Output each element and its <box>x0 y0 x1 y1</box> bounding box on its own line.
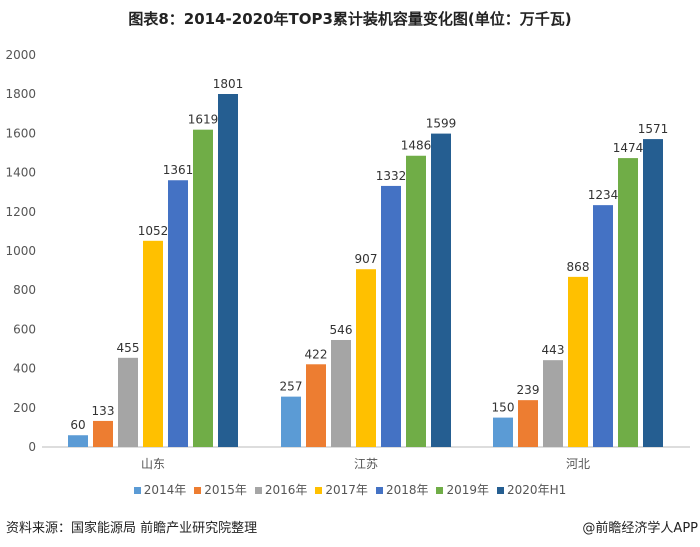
data-label: 239 <box>517 383 540 397</box>
data-label: 1361 <box>163 163 194 177</box>
brand-credit: @前瞻经济学人APP <box>582 521 698 536</box>
data-label: 868 <box>567 260 590 274</box>
y-tick-label: 1200 <box>5 205 36 219</box>
data-label: 1332 <box>376 169 407 183</box>
legend-swatch <box>133 487 141 494</box>
bar <box>168 180 188 447</box>
bar <box>568 276 588 447</box>
bar <box>193 129 213 447</box>
legend-swatch <box>375 487 383 494</box>
data-label: 1571 <box>638 122 669 136</box>
y-tick-label: 0 <box>28 440 36 454</box>
bar <box>493 417 513 447</box>
x-tick-label: 河北 <box>566 457 590 471</box>
y-tick-label: 600 <box>13 322 36 336</box>
bar <box>118 357 138 447</box>
data-label: 257 <box>280 380 303 394</box>
legend: 2014年 2015年 2016年 2017年 2018年 2019年 2020年H1 <box>0 481 700 498</box>
legend-item: 2015年 <box>194 481 247 498</box>
data-label: 150 <box>492 401 515 415</box>
x-tick-label: 江苏 <box>354 457 378 471</box>
data-label: 1619 <box>188 113 219 127</box>
legend-label: 2017年 <box>325 483 368 497</box>
bar <box>68 435 88 447</box>
y-tick-label: 400 <box>13 362 36 376</box>
bar <box>643 139 663 448</box>
data-label: 1052 <box>138 224 169 238</box>
legend-label: 2019年 <box>446 483 490 497</box>
y-tick-label: 200 <box>13 401 36 415</box>
legend-label: 2020年H1 <box>507 483 567 497</box>
legend-label: 2014年 <box>143 483 187 497</box>
bar <box>356 269 376 447</box>
bar <box>281 396 301 447</box>
data-label: 422 <box>305 347 328 361</box>
legend-label: 2018年 <box>385 483 429 497</box>
data-label: 907 <box>355 252 378 266</box>
bar <box>381 185 401 448</box>
bar <box>406 155 426 447</box>
bar <box>218 94 238 447</box>
data-label: 1801 <box>213 77 244 91</box>
legend-swatch <box>315 487 323 494</box>
bar <box>593 205 613 447</box>
data-label: 443 <box>542 343 565 357</box>
x-tick-label: 山东 <box>141 457 165 471</box>
legend-label: 2016年 <box>264 483 308 497</box>
source-note: 资料来源：国家能源局 前瞻产业研究院整理 <box>6 521 258 536</box>
legend-item: 2019年 <box>436 481 489 498</box>
legend-item: 2020年H1 <box>497 481 566 498</box>
y-tick-label: 800 <box>13 283 36 297</box>
legend-label: 2015年 <box>204 483 247 497</box>
legend-item: 2018年 <box>375 481 429 498</box>
legend-item: 2017年 <box>315 481 368 498</box>
data-label: 1599 <box>426 117 457 131</box>
data-label: 133 <box>92 404 115 418</box>
bar <box>518 400 538 447</box>
bar <box>543 360 563 447</box>
data-label: 60 <box>70 418 85 432</box>
legend-swatch <box>194 487 202 494</box>
data-label: 455 <box>117 341 140 355</box>
bar <box>143 240 163 447</box>
chart-title: 图表8：2014-2020年TOP3累计装机容量变化图(单位：万千瓦) <box>128 10 572 28</box>
bar <box>618 158 638 447</box>
data-label: 546 <box>330 323 353 337</box>
y-tick-label: 1600 <box>5 126 36 140</box>
data-label: 1474 <box>613 141 644 155</box>
y-tick-label: 2000 <box>5 48 36 62</box>
data-label: 1234 <box>588 188 619 202</box>
bar <box>331 339 351 447</box>
data-label: 1486 <box>401 139 432 153</box>
legend-swatch <box>497 487 505 494</box>
legend-item: 2016年 <box>254 481 308 498</box>
legend-swatch <box>436 487 444 494</box>
bar <box>306 364 326 447</box>
bar <box>93 420 113 447</box>
legend-swatch <box>254 487 262 494</box>
y-tick-label: 1400 <box>5 166 36 180</box>
legend-item: 2014年 <box>133 481 187 498</box>
y-tick-label: 1800 <box>5 87 36 101</box>
bar <box>431 133 451 447</box>
y-tick-label: 1000 <box>5 244 36 258</box>
